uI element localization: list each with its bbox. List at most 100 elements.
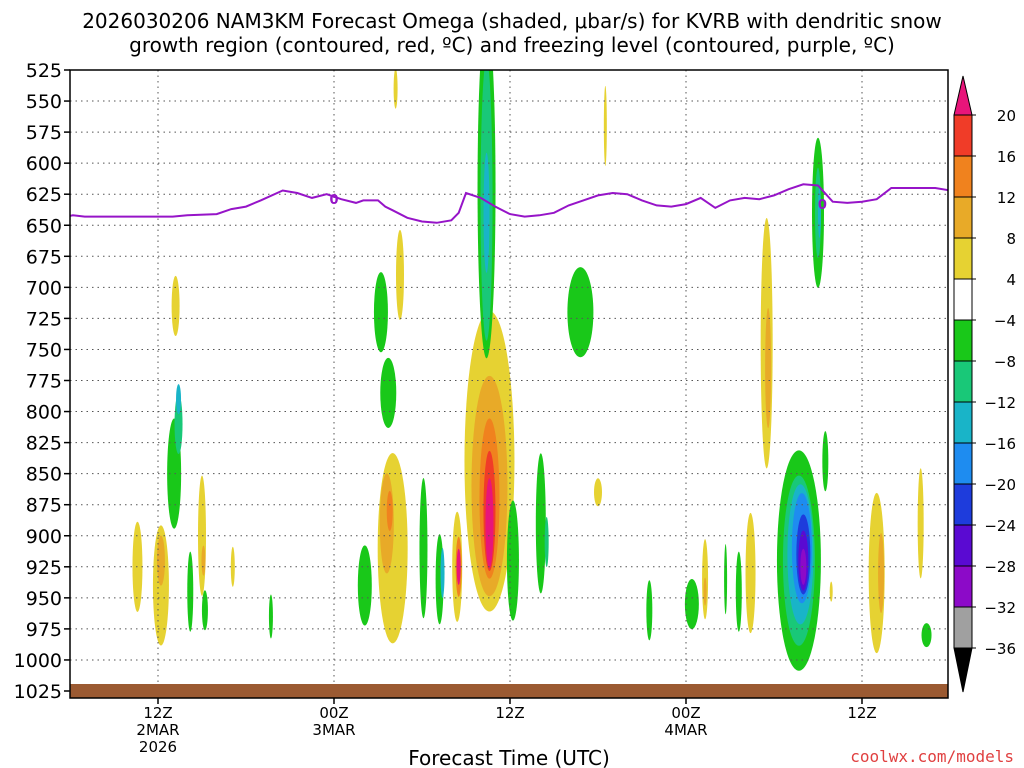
colorbar-label: −32 bbox=[984, 599, 1016, 617]
omega-cell bbox=[171, 275, 180, 337]
freezing-contour-label: 0 bbox=[818, 198, 827, 213]
y-tick-label: 950 bbox=[26, 588, 62, 610]
chart-title-line1: 2026030206 NAM3KM Forecast Omega (shaded… bbox=[82, 9, 942, 33]
y-tick-label: 700 bbox=[26, 277, 62, 299]
omega-cell bbox=[373, 272, 388, 353]
omega-cell bbox=[393, 70, 398, 109]
x-axis-label: Forecast Time (UTC) bbox=[408, 746, 610, 768]
y-tick-label: 850 bbox=[26, 464, 62, 486]
y-tick-label: 775 bbox=[26, 371, 62, 393]
colorbar-segment bbox=[953, 524, 973, 567]
y-tick-label: 825 bbox=[26, 433, 62, 455]
colorbar-segment bbox=[953, 319, 973, 362]
omega-cell bbox=[684, 579, 699, 630]
x-tick-label: 00Z bbox=[319, 704, 348, 722]
y-tick-label: 575 bbox=[26, 122, 62, 144]
omega-cell bbox=[921, 623, 932, 648]
y-tick-label: 550 bbox=[26, 91, 62, 113]
y-tick-label: 525 bbox=[26, 60, 62, 82]
omega-cell bbox=[156, 535, 165, 586]
y-tick-label: 900 bbox=[26, 526, 62, 548]
omega-cell bbox=[357, 545, 372, 626]
colorbar-label: 4 bbox=[1006, 271, 1016, 289]
omega-cell bbox=[201, 545, 206, 576]
colorbar-label: −12 bbox=[984, 394, 1016, 412]
x-tick-label: 12Z bbox=[847, 704, 876, 722]
omega-cell bbox=[878, 532, 885, 614]
colorbar-label: −24 bbox=[984, 517, 1016, 535]
omega-cell bbox=[829, 581, 833, 602]
freezing-level-line bbox=[70, 183, 948, 224]
omega-cell bbox=[201, 590, 208, 631]
x-tick-label: 4MAR bbox=[664, 721, 707, 739]
colorbar-label: 20 bbox=[997, 107, 1016, 125]
omega-cell bbox=[176, 384, 182, 415]
colorbar-label: −4 bbox=[994, 312, 1016, 330]
y-tick-label: 625 bbox=[26, 184, 62, 206]
colorbar-segment bbox=[953, 237, 973, 280]
y-tick-label: 725 bbox=[26, 308, 62, 330]
omega-cell bbox=[975, 604, 978, 616]
omega-cell bbox=[603, 85, 607, 166]
colorbar-label: 12 bbox=[997, 189, 1016, 207]
colorbar: 20 16 12 8 4 −4 −8 −12 −16 −20 −24 −28 −32 −36 bbox=[953, 75, 1016, 693]
colorbar-segment bbox=[953, 114, 973, 157]
x-tick-label: 2026 bbox=[139, 738, 177, 756]
omega-cell bbox=[396, 229, 404, 321]
omega-cell bbox=[646, 580, 653, 641]
omega-cell bbox=[594, 478, 602, 507]
colorbar-label: 8 bbox=[1006, 230, 1016, 248]
terrain-ground bbox=[70, 684, 948, 698]
omega-cell bbox=[735, 551, 742, 632]
y-tick-label: 925 bbox=[26, 557, 62, 579]
omega-cell bbox=[765, 307, 772, 429]
omega-cell bbox=[868, 492, 885, 654]
colorbar-segment bbox=[953, 442, 973, 485]
colorbar-bottom-arrow bbox=[953, 647, 973, 693]
omega-shading-layer bbox=[132, 70, 978, 671]
x-tick-label: 12Z bbox=[143, 704, 172, 722]
y-tick-label: 600 bbox=[26, 153, 62, 175]
omega-cell bbox=[440, 547, 445, 599]
y-tick-label: 650 bbox=[26, 215, 62, 237]
colorbar-label: −28 bbox=[984, 558, 1016, 576]
y-tick-label: 1025 bbox=[14, 681, 62, 703]
omega-cell bbox=[506, 500, 519, 621]
colorbar-segment bbox=[953, 196, 973, 239]
x-tick-label: 2MAR bbox=[136, 721, 179, 739]
colorbar-label: 16 bbox=[997, 148, 1016, 166]
y-tick-label: 675 bbox=[26, 246, 62, 268]
omega-cell bbox=[535, 453, 546, 594]
colorbar-label: −8 bbox=[994, 353, 1016, 371]
colorbar-segment bbox=[953, 606, 973, 649]
omega-cell bbox=[419, 478, 428, 619]
y-axis: 525 550 575 600 625 650 675 700 725 750 775 800 825 8… bbox=[14, 60, 70, 703]
x-tick-label: 3MAR bbox=[312, 721, 355, 739]
chart-title-line2: growth region (contoured, red, ºC) and f… bbox=[129, 33, 895, 57]
omega-cell bbox=[268, 594, 273, 639]
omega-cell bbox=[483, 152, 490, 273]
colorbar-label: −20 bbox=[984, 476, 1016, 494]
colorbar-segment bbox=[953, 483, 973, 526]
colorbar-segment bbox=[953, 360, 973, 403]
colorbar-top-arrow bbox=[953, 75, 973, 116]
omega-cell bbox=[230, 546, 235, 587]
credit-text: coolwx.com/models bbox=[850, 747, 1014, 766]
omega-cell bbox=[187, 551, 194, 632]
omega-cell bbox=[386, 490, 393, 531]
omega-cell bbox=[745, 512, 756, 634]
colorbar-label: −36 bbox=[984, 640, 1016, 658]
omega-cell bbox=[724, 544, 728, 615]
omega-cell bbox=[917, 468, 924, 579]
omega-cell bbox=[380, 357, 397, 428]
omega-cell bbox=[822, 431, 829, 492]
colorbar-segment bbox=[953, 565, 973, 608]
omega-cell bbox=[174, 393, 183, 455]
plot-border bbox=[69, 69, 949, 699]
y-tick-label: 750 bbox=[26, 339, 62, 361]
omega-cell bbox=[703, 577, 707, 606]
freezing-contour-label: 0 bbox=[329, 193, 338, 208]
colorbar-segment bbox=[953, 278, 973, 321]
